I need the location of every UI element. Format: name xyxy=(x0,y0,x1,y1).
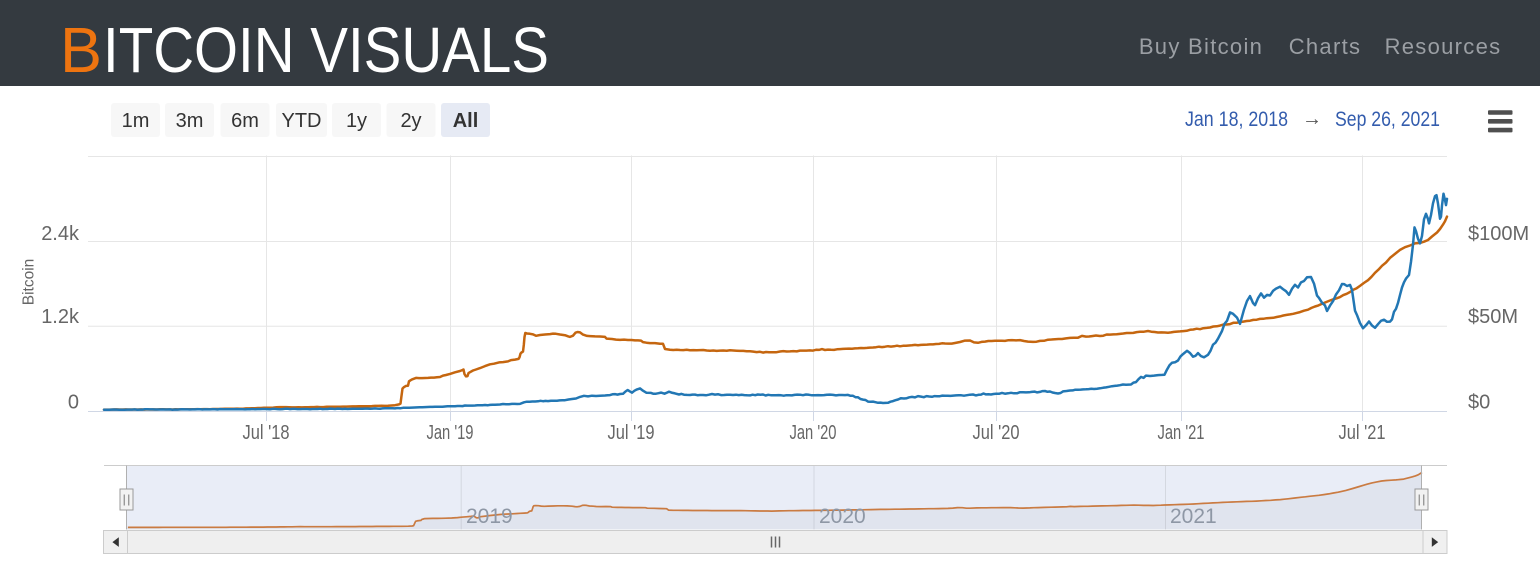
svg-text:Buy Bitcoin: Buy Bitcoin xyxy=(1139,34,1263,59)
svg-text:Charts: Charts xyxy=(1289,34,1362,59)
svg-text:Jul '21: Jul '21 xyxy=(1339,422,1386,444)
svg-text:2019: 2019 xyxy=(466,505,513,528)
svg-text:Resources: Resources xyxy=(1385,34,1502,59)
svg-text:$50M: $50M xyxy=(1468,306,1518,328)
svg-text:1m: 1m xyxy=(122,110,150,132)
svg-text:ITCOIN VISUALS: ITCOIN VISUALS xyxy=(103,14,549,86)
svg-text:0: 0 xyxy=(68,392,79,414)
svg-text:2021: 2021 xyxy=(1170,505,1217,528)
svg-text:Jan 18, 2018: Jan 18, 2018 xyxy=(1185,108,1288,131)
svg-text:YTD: YTD xyxy=(282,110,322,132)
svg-text:6m: 6m xyxy=(231,110,259,132)
svg-text:1.2k: 1.2k xyxy=(41,306,80,328)
svg-text:Bitcoin: Bitcoin xyxy=(21,259,38,306)
svg-text:$100M: $100M xyxy=(1468,223,1529,245)
svg-text:1y: 1y xyxy=(346,110,367,132)
svg-text:2y: 2y xyxy=(400,110,421,132)
svg-text:2020: 2020 xyxy=(819,505,866,528)
svg-text:Jul '19: Jul '19 xyxy=(608,422,655,444)
svg-text:Jul '18: Jul '18 xyxy=(243,422,290,444)
svg-text:B: B xyxy=(60,14,102,86)
svg-text:$0: $0 xyxy=(1468,392,1490,414)
svg-text:Jan '21: Jan '21 xyxy=(1158,422,1205,444)
svg-text:→: → xyxy=(1302,108,1322,130)
svg-text:Jul '20: Jul '20 xyxy=(973,422,1020,444)
svg-text:Jan '19: Jan '19 xyxy=(427,422,474,444)
svg-text:Jan '20: Jan '20 xyxy=(790,422,837,444)
svg-text:All: All xyxy=(453,110,479,132)
svg-text:Sep 26, 2021: Sep 26, 2021 xyxy=(1335,108,1440,131)
svg-text:2.4k: 2.4k xyxy=(41,223,80,245)
svg-text:3m: 3m xyxy=(176,110,204,132)
